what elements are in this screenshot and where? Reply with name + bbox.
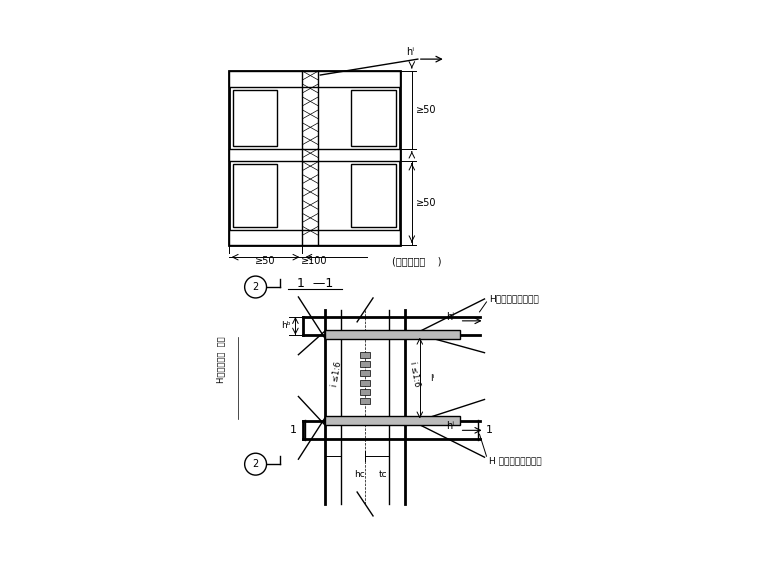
Text: ≥50: ≥50 bbox=[416, 198, 436, 208]
Text: ≥100: ≥100 bbox=[301, 256, 328, 266]
Text: H型钉或焊接工字鑰: H型钉或焊接工字鑰 bbox=[489, 295, 540, 303]
Text: tᴄ: tᴄ bbox=[378, 470, 388, 478]
Bar bbox=[229, 230, 400, 245]
Bar bbox=[229, 148, 400, 161]
Bar bbox=[233, 164, 277, 227]
Bar bbox=[325, 416, 460, 425]
Text: 2: 2 bbox=[252, 282, 258, 292]
Bar bbox=[360, 361, 370, 367]
Text: hⁱ: hⁱ bbox=[447, 421, 454, 432]
Bar bbox=[360, 351, 370, 358]
Bar bbox=[360, 380, 370, 386]
Bar bbox=[360, 371, 370, 376]
Bar bbox=[351, 90, 396, 146]
Text: hᵇ: hᵇ bbox=[280, 321, 290, 331]
Bar bbox=[233, 90, 277, 146]
Text: H 型钉或焊接工字鑰: H 型钉或焊接工字鑰 bbox=[489, 456, 542, 466]
Text: i ≤1:6: i ≤1:6 bbox=[408, 360, 422, 387]
Text: 1: 1 bbox=[486, 425, 493, 436]
Text: lⁱ: lⁱ bbox=[431, 374, 435, 383]
Text: 1  —1: 1 —1 bbox=[297, 277, 334, 289]
Text: hⁱ: hⁱ bbox=[447, 312, 454, 322]
Bar bbox=[360, 398, 370, 404]
Bar bbox=[360, 389, 370, 395]
Text: i ≤1:6: i ≤1:6 bbox=[331, 360, 344, 387]
Text: (有梁相连时    ): (有梁相连时 ) bbox=[392, 256, 442, 266]
Bar bbox=[229, 71, 400, 87]
Text: 2: 2 bbox=[252, 459, 258, 469]
Bar bbox=[229, 71, 400, 245]
Text: hᴄ: hᴄ bbox=[353, 470, 365, 478]
Text: 1: 1 bbox=[290, 425, 297, 436]
Text: ≥50: ≥50 bbox=[416, 105, 436, 115]
Bar bbox=[325, 330, 460, 339]
Bar bbox=[351, 164, 396, 227]
Text: hⁱ: hⁱ bbox=[406, 47, 414, 57]
Text: ≥50: ≥50 bbox=[255, 256, 276, 266]
Text: H型接工字鑰  检屋: H型接工字鑰 检屋 bbox=[217, 336, 225, 383]
